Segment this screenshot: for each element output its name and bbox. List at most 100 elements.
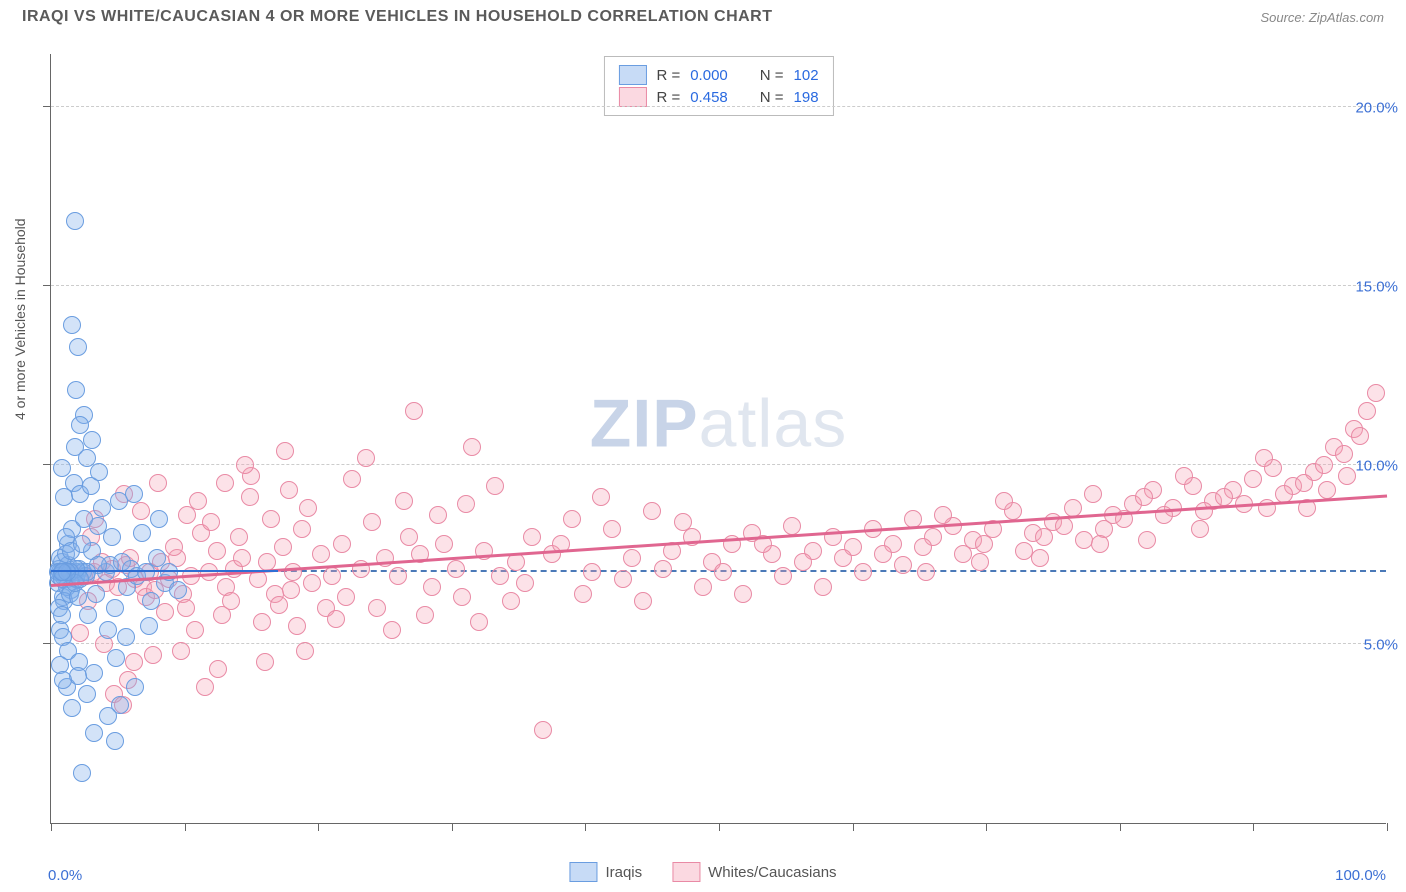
gridline-h — [51, 106, 1386, 107]
tick-y — [43, 285, 51, 286]
data-point — [470, 613, 488, 631]
data-point — [1215, 488, 1233, 506]
data-point — [914, 538, 932, 556]
data-point — [327, 610, 345, 628]
legend-r-label: R = — [656, 67, 680, 84]
watermark: ZIPatlas — [590, 384, 847, 462]
data-point — [423, 578, 441, 596]
data-point — [416, 606, 434, 624]
data-point — [734, 585, 752, 603]
data-point — [363, 513, 381, 531]
data-point — [209, 660, 227, 678]
data-point — [1275, 485, 1293, 503]
data-point — [230, 528, 248, 546]
data-point — [274, 538, 292, 556]
data-point — [603, 520, 621, 538]
data-point — [106, 599, 124, 617]
data-point — [814, 578, 832, 596]
data-point — [90, 463, 108, 481]
data-point — [435, 535, 453, 553]
data-point — [299, 499, 317, 517]
legend-label: Iraqis — [605, 864, 642, 881]
data-point — [69, 338, 87, 356]
data-point — [79, 606, 97, 624]
data-point — [262, 510, 280, 528]
data-point — [995, 492, 1013, 510]
data-point — [694, 578, 712, 596]
legend-n-label: N = — [760, 89, 784, 106]
data-point — [894, 556, 912, 574]
legend-row: R =0.458N =198 — [618, 87, 818, 107]
data-point — [1351, 427, 1369, 445]
data-point — [794, 553, 812, 571]
data-point — [256, 653, 274, 671]
data-point — [491, 567, 509, 585]
data-point — [293, 520, 311, 538]
data-point — [241, 488, 259, 506]
data-point — [1175, 467, 1193, 485]
data-point — [783, 517, 801, 535]
data-point — [253, 613, 271, 631]
x-max-label: 100.0% — [1335, 867, 1386, 884]
data-point — [395, 492, 413, 510]
data-point — [258, 553, 276, 571]
legend-n-value: 102 — [794, 67, 819, 84]
data-point — [1255, 449, 1273, 467]
data-point — [133, 524, 151, 542]
data-point — [563, 510, 581, 528]
data-point — [63, 316, 81, 334]
data-point — [1091, 535, 1109, 553]
data-point — [99, 707, 117, 725]
data-point — [87, 585, 105, 603]
data-point — [1031, 549, 1049, 567]
data-point — [117, 628, 135, 646]
data-point — [1335, 445, 1353, 463]
source-label: Source: ZipAtlas.com — [1260, 10, 1384, 25]
data-point — [516, 574, 534, 592]
data-point — [78, 685, 96, 703]
data-point — [343, 470, 361, 488]
data-point — [534, 721, 552, 739]
data-point — [1338, 467, 1356, 485]
data-point — [389, 567, 407, 585]
data-point — [502, 592, 520, 610]
data-point — [654, 560, 672, 578]
data-point — [574, 585, 592, 603]
data-point — [172, 642, 190, 660]
legend-r-label: R = — [656, 89, 680, 106]
legend-r-value: 0.458 — [690, 89, 728, 106]
data-point — [53, 563, 71, 581]
data-point — [1084, 485, 1102, 503]
data-point — [296, 642, 314, 660]
tick-x — [1253, 823, 1254, 831]
data-point — [93, 499, 111, 517]
data-point — [714, 563, 732, 581]
data-point — [312, 545, 330, 563]
data-point — [282, 581, 300, 599]
data-point — [54, 671, 72, 689]
legend-label: Whites/Caucasians — [708, 864, 836, 881]
legend-item: Iraqis — [569, 862, 642, 882]
data-point — [125, 485, 143, 503]
data-point — [288, 617, 306, 635]
data-point — [1135, 488, 1153, 506]
data-point — [486, 477, 504, 495]
y-tick-label: 15.0% — [1355, 278, 1398, 295]
data-point — [303, 574, 321, 592]
data-point — [99, 621, 117, 639]
data-point — [614, 570, 632, 588]
gridline-h — [51, 285, 1386, 286]
data-point — [85, 724, 103, 742]
data-point — [337, 588, 355, 606]
data-point — [323, 567, 341, 585]
data-point — [53, 459, 71, 477]
data-point — [249, 570, 267, 588]
tick-x — [51, 823, 52, 831]
data-point — [333, 535, 351, 553]
data-point — [144, 646, 162, 664]
data-point — [1244, 470, 1262, 488]
data-point — [874, 545, 892, 563]
legend-swatch — [672, 862, 700, 882]
data-point — [202, 513, 220, 531]
data-point — [1138, 531, 1156, 549]
